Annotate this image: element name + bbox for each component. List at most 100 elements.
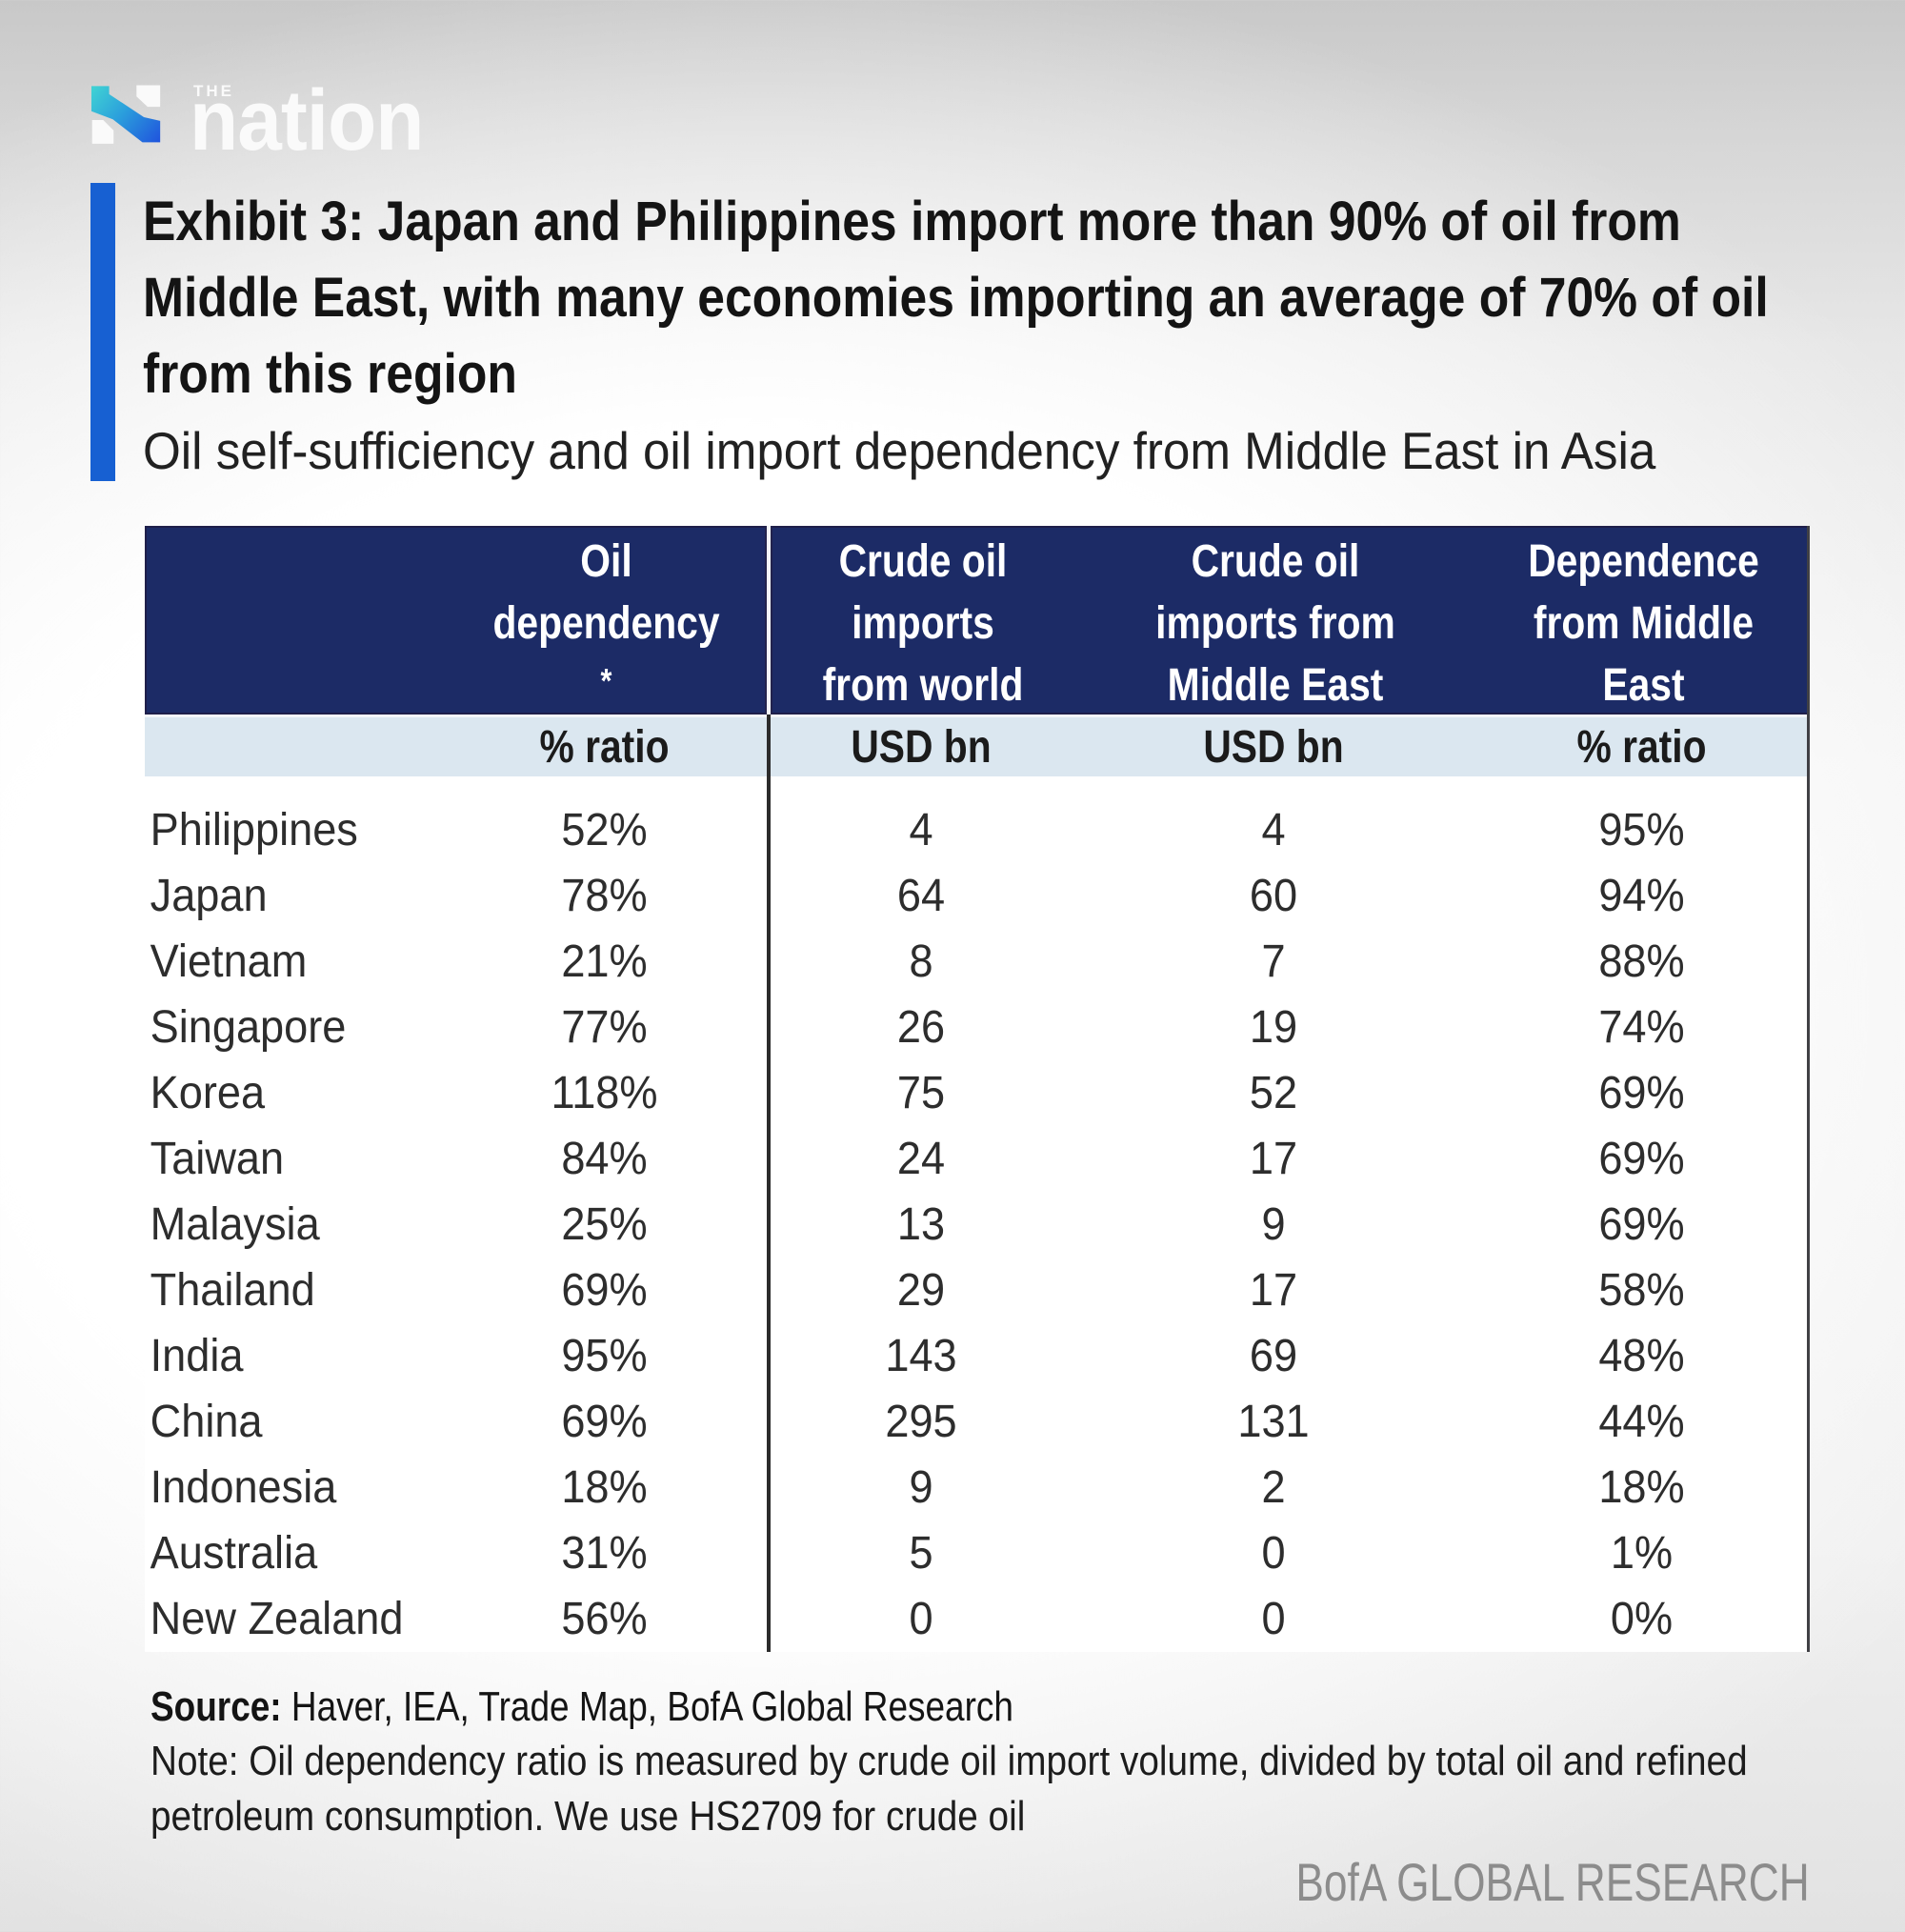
value-cell: 52	[1249, 1068, 1298, 1118]
table-row: Vietnam 21% 8 7 88%	[145, 929, 1810, 995]
logo-the-label: THE	[193, 82, 234, 100]
value-cell: 31%	[561, 1528, 648, 1579]
country-cell: Philippines	[150, 805, 358, 855]
value-cell: 48%	[1598, 1331, 1685, 1381]
value-cell: 88%	[1598, 936, 1685, 987]
country-cell: India	[150, 1331, 244, 1381]
value-cell: 69%	[1598, 1134, 1685, 1184]
value-cell: 0	[1261, 1528, 1286, 1579]
value-cell: 295	[885, 1397, 957, 1447]
value-cell: 74%	[1598, 1002, 1685, 1053]
value-cell: 64	[896, 871, 946, 921]
value-cell: 21%	[561, 936, 648, 987]
value-cell: 95%	[1598, 805, 1685, 855]
table-row: Taiwan 84% 24 17 69%	[145, 1126, 1810, 1192]
country-cell: Japan	[150, 871, 268, 921]
exhibit-subtitle: Oil self-sufficiency and oil import depe…	[143, 421, 1656, 480]
value-cell: 56%	[561, 1594, 648, 1644]
table-row: India 95% 143 69 48%	[145, 1323, 1810, 1389]
header-oil-dependency: Oil dependency *	[492, 536, 720, 700]
value-cell: 24	[896, 1134, 946, 1184]
column-divider-line	[767, 714, 771, 1652]
source-label: Source:	[150, 1683, 282, 1730]
country-cell: Thailand	[150, 1265, 315, 1316]
country-cell: Korea	[150, 1068, 266, 1118]
accent-bar	[90, 183, 115, 481]
bofa-global-research-label: BofA GLOBAL RESEARCH	[1295, 1852, 1810, 1912]
nation-logo-icon	[90, 85, 161, 144]
value-cell: 17	[1249, 1265, 1298, 1316]
value-cell: 29	[896, 1265, 946, 1316]
header-imports-middle-east: Crude oil imports from Middle East	[1155, 536, 1395, 711]
value-cell: 95%	[561, 1331, 648, 1381]
table-row: China 69% 295 131 44%	[145, 1389, 1810, 1455]
value-cell: 4	[909, 805, 933, 855]
value-cell: 25%	[561, 1199, 648, 1250]
exhibit-header: Exhibit 3: Japan and Philippines import …	[90, 183, 1905, 484]
value-cell: 75	[896, 1068, 946, 1118]
table-row: Australia 31% 5 0 1%	[145, 1520, 1810, 1586]
exhibit-title-line2: Middle East, with many economies importi…	[143, 267, 1769, 329]
note-line1: Note: Oil dependency ratio is measured b…	[150, 1738, 1748, 1784]
value-cell: 0%	[1610, 1594, 1674, 1644]
value-cell: 1%	[1610, 1528, 1674, 1579]
table-row: Singapore 77% 26 19 74%	[145, 995, 1810, 1060]
exhibit-title-line1: Exhibit 3: Japan and Philippines import …	[143, 191, 1681, 252]
unit-usdbn-1: USD bn	[851, 721, 992, 773]
header-country	[147, 528, 442, 716]
table-row: New Zealand 56% 0 0 0%	[145, 1586, 1810, 1652]
value-cell: 18%	[561, 1462, 648, 1513]
value-cell: 143	[885, 1331, 957, 1381]
table-row: Korea 118% 75 52 69%	[145, 1060, 1810, 1126]
value-cell: 118%	[551, 1068, 658, 1118]
table-row: Philippines 52% 4 4 95%	[145, 797, 1810, 863]
value-cell: 8	[909, 936, 933, 987]
country-cell: Singapore	[150, 1002, 347, 1053]
value-cell: 58%	[1598, 1265, 1685, 1316]
oil-dependency-table: Oil dependency * Crude oil imports from …	[145, 526, 1810, 1652]
table-units-row: % ratio USD bn USD bn % ratio	[145, 714, 1810, 776]
value-cell: 13	[896, 1199, 946, 1250]
value-cell: 78%	[561, 871, 648, 921]
value-cell: 69%	[561, 1265, 648, 1316]
value-cell: 52%	[561, 805, 648, 855]
value-cell: 0	[909, 1594, 933, 1644]
country-cell: Malaysia	[150, 1199, 320, 1250]
table-header-row: Oil dependency * Crude oil imports from …	[145, 526, 1810, 714]
value-cell: 94%	[1598, 871, 1685, 921]
value-cell: 69%	[561, 1397, 648, 1447]
unit-usdbn-2: USD bn	[1203, 721, 1344, 773]
table-body: Philippines 52% 4 4 95% Japan 78% 64 60 94% Vietna…	[145, 776, 1810, 1652]
header-dependence-middle-east: Dependence from Middle East	[1528, 536, 1759, 711]
table-row: Japan 78% 64 60 94%	[145, 863, 1810, 929]
header-column-gap	[765, 526, 772, 714]
value-cell: 2	[1261, 1462, 1286, 1513]
value-cell: 5	[909, 1528, 933, 1579]
table-row: Indonesia 18% 9 2 18%	[145, 1455, 1810, 1520]
unit-ratio-1: % ratio	[539, 721, 670, 773]
unit-ratio-2: % ratio	[1576, 721, 1707, 773]
source-text: Haver, IEA, Trade Map, BofA Global Resea…	[291, 1683, 1013, 1730]
header-imports-world: Crude oil imports from world	[822, 536, 1024, 711]
value-cell: 84%	[561, 1134, 648, 1184]
value-cell: 18%	[1598, 1462, 1685, 1513]
value-cell: 26	[896, 1002, 946, 1053]
country-cell: Vietnam	[150, 936, 308, 987]
country-cell: China	[150, 1397, 263, 1447]
value-cell: 9	[909, 1462, 933, 1513]
note-line2: petroleum consumption. We use HS2709 for…	[150, 1793, 1026, 1840]
value-cell: 4	[1261, 805, 1286, 855]
table-row: Thailand 69% 29 17 58%	[145, 1258, 1810, 1323]
value-cell: 19	[1249, 1002, 1298, 1053]
value-cell: 9	[1261, 1199, 1286, 1250]
value-cell: 69%	[1598, 1068, 1685, 1118]
country-cell: Taiwan	[150, 1134, 285, 1184]
value-cell: 44%	[1598, 1397, 1685, 1447]
value-cell: 7	[1261, 936, 1286, 987]
value-cell: 17	[1249, 1134, 1298, 1184]
value-cell: 131	[1237, 1397, 1310, 1447]
country-cell: New Zealand	[150, 1594, 404, 1644]
table-right-border	[1807, 526, 1810, 1652]
exhibit-title-line3: from this region	[143, 343, 517, 405]
value-cell: 0	[1261, 1594, 1286, 1644]
